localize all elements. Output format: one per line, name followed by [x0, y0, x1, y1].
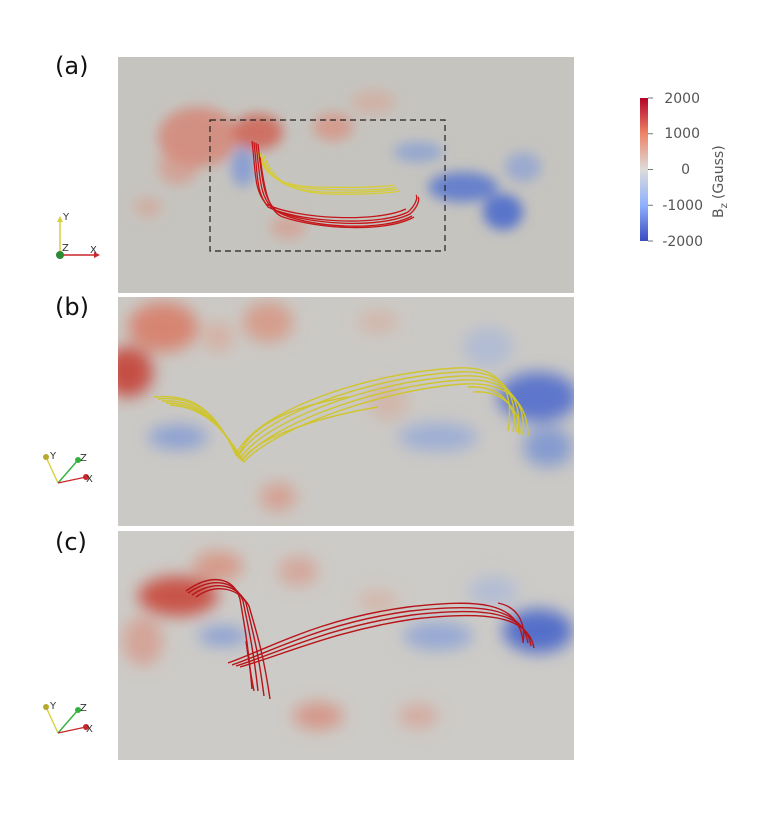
axis-label-y: Y: [49, 451, 57, 462]
colorbar-tick-neg-2000: -2000: [662, 234, 703, 250]
panel-c-image: [118, 531, 574, 760]
region-box: [209, 119, 446, 252]
panel-b-magnetogram: [118, 297, 574, 526]
yellow-field-lines: [255, 151, 401, 195]
red-field-lines: [185, 578, 535, 700]
axis-label-x: X: [90, 245, 97, 256]
axis-label-y: Y: [49, 701, 57, 712]
yellow-field-lines: [153, 367, 529, 464]
axis-label-z: Z: [80, 703, 87, 714]
axes-triad-b: Y Z X: [43, 451, 93, 485]
colorbar-tick-neg-1000: -1000: [662, 198, 703, 214]
colorbar-tick-1000: 1000: [664, 126, 700, 142]
panel-c-magnetogram: [118, 531, 574, 760]
colorbar-tick-0: 0: [681, 162, 690, 178]
axis-label-x: X: [86, 724, 93, 735]
panel-a-image: [118, 57, 574, 293]
colorbar: 2000 1000 0 -1000 -2000 Bz(Gauss): [640, 91, 730, 250]
axis-label-z: Z: [80, 453, 87, 464]
panel-label-b: (b): [55, 293, 89, 321]
panel-label-a: (a): [55, 52, 89, 80]
red-field-lines: [251, 140, 420, 229]
axis-label-z: Z: [62, 243, 69, 254]
panel-label-c: (c): [55, 528, 87, 556]
colorbar-tick-2000: 2000: [664, 91, 700, 107]
axes-triad-c: Y Z X: [43, 701, 93, 735]
axis-label-y: Y: [62, 212, 70, 223]
colorbar-gradient: [640, 98, 648, 241]
colorbar-title: Bz(Gauss): [711, 145, 730, 218]
axis-label-x: X: [86, 474, 93, 485]
axes-triad-a: Y X Z: [56, 212, 100, 259]
panel-a-magnetogram: [118, 57, 574, 293]
panel-b-image: [118, 297, 574, 526]
